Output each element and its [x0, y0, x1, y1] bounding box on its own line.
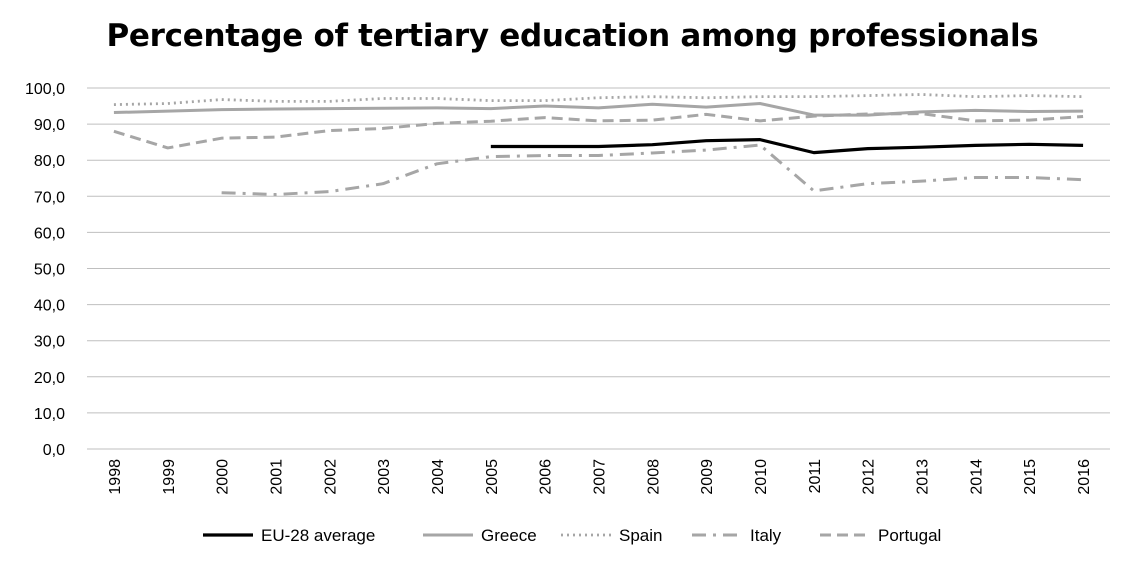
x-tick-label: 2010	[753, 459, 770, 495]
series-line-italy	[221, 143, 1084, 196]
y-tick-label: 20,0	[34, 370, 65, 387]
legend-label-portugal: Portugal	[878, 526, 941, 545]
x-tick-label: 2004	[430, 459, 447, 495]
x-tick-label: 2011	[807, 459, 824, 494]
x-tick-label: 1999	[161, 459, 178, 495]
legend-label-italy: Italy	[750, 526, 782, 545]
x-axis-ticks: 1998 1999 2000 2001 2002 2003 2004 2005 2006 2007…	[107, 459, 1093, 495]
x-tick-label: 2001	[268, 459, 285, 495]
x-tick-label: 2005	[484, 459, 501, 495]
y-tick-label: 90,0	[34, 117, 65, 134]
x-tick-label: 1998	[107, 459, 124, 495]
x-tick-label: 2006	[538, 459, 555, 495]
legend-label-greece: Greece	[481, 526, 537, 545]
x-tick-label: 2000	[215, 459, 232, 495]
chart-title: Percentage of tertiary education among p…	[106, 18, 1039, 54]
legend: EU-28 average Greece Spain Italy Portugal	[203, 526, 941, 545]
x-tick-label: 2003	[376, 459, 393, 495]
y-tick-label: 100,0	[25, 81, 65, 98]
x-tick-label: 2016	[1076, 459, 1093, 495]
legend-label-spain: Spain	[619, 526, 662, 545]
x-tick-label: 2015	[1022, 459, 1039, 495]
x-tick-label: 2002	[322, 459, 339, 495]
x-tick-label: 2013	[915, 459, 932, 495]
y-tick-label: 50,0	[34, 262, 65, 279]
x-tick-label: 2009	[699, 459, 716, 495]
gridlines	[87, 87, 1110, 450]
series-line-spain	[113, 93, 1084, 107]
y-tick-label: 60,0	[34, 225, 65, 242]
x-tick-label: 2014	[968, 459, 985, 495]
y-axis-ticks: 0,0 10,0 20,0 30,0 40,0 50,0 60,0 70,0 80,0 90,0 1…	[25, 81, 65, 459]
legend-label-eu-28-average: EU-28 average	[261, 526, 375, 545]
y-tick-label: 80,0	[34, 153, 65, 170]
y-tick-label: 40,0	[34, 298, 65, 315]
y-tick-label: 70,0	[34, 189, 65, 206]
x-tick-label: 2008	[645, 459, 662, 495]
y-tick-label: 30,0	[34, 334, 65, 351]
series-line-greece	[113, 102, 1084, 117]
y-tick-label: 10,0	[34, 406, 65, 423]
y-tick-label: 0,0	[43, 442, 65, 459]
series-line-eu-28-average	[490, 138, 1084, 155]
x-tick-label: 2007	[592, 459, 609, 495]
x-tick-label: 2012	[861, 459, 878, 495]
series-line-portugal	[113, 112, 1084, 150]
